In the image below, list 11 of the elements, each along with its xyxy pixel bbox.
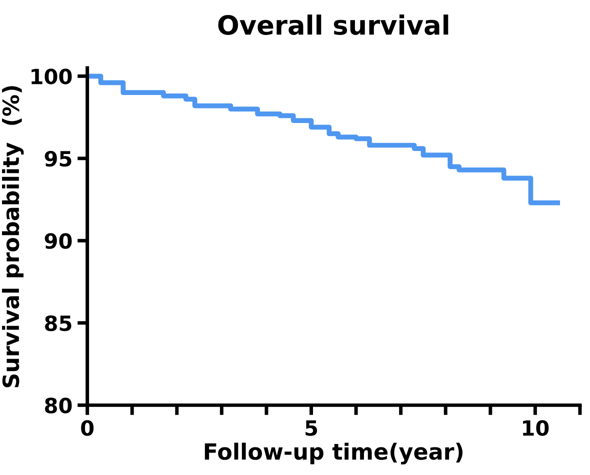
x-tick-label: 10 (523, 420, 549, 436)
y-tick-label: 95 (44, 150, 72, 167)
y-tick-label: 85 (45, 315, 72, 332)
y-tick-label: 100 (32, 68, 72, 84)
x-tick-label: 5 (306, 420, 318, 436)
y-tick-label: 80 (45, 398, 72, 414)
y-axis-title: Survival probability (%) (2, 86, 24, 388)
chart-title: Overall survival (218, 14, 448, 35)
y-tick-label: 90 (44, 233, 72, 249)
x-tick-label: 0 (81, 420, 94, 436)
x-axis-title: Follow-up time(year) (204, 442, 463, 464)
